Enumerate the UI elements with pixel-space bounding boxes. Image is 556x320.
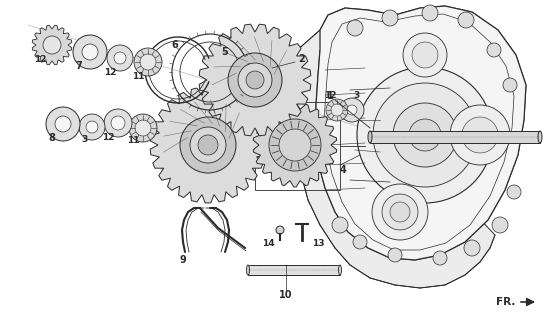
Circle shape [140, 54, 156, 70]
Circle shape [107, 45, 133, 71]
Polygon shape [150, 87, 266, 203]
Text: FR.: FR. [495, 297, 515, 307]
Ellipse shape [368, 131, 372, 143]
Circle shape [180, 117, 236, 173]
Circle shape [458, 12, 474, 28]
Circle shape [503, 78, 517, 92]
Circle shape [433, 251, 447, 265]
Circle shape [238, 63, 272, 97]
Circle shape [331, 104, 343, 116]
Text: 7: 7 [76, 61, 82, 71]
Polygon shape [254, 103, 337, 187]
Polygon shape [199, 24, 311, 136]
Circle shape [382, 194, 418, 230]
Ellipse shape [246, 265, 250, 275]
Circle shape [412, 42, 438, 68]
Circle shape [276, 226, 284, 234]
Text: 6: 6 [172, 40, 178, 50]
Circle shape [340, 98, 364, 122]
Circle shape [353, 235, 367, 249]
Circle shape [111, 116, 125, 130]
Circle shape [390, 202, 410, 222]
Circle shape [347, 105, 357, 115]
Polygon shape [32, 25, 72, 65]
Ellipse shape [538, 131, 542, 143]
Circle shape [190, 127, 226, 163]
Circle shape [73, 35, 107, 69]
Text: 11: 11 [127, 135, 139, 145]
Text: 5: 5 [222, 47, 229, 57]
Text: 12: 12 [34, 54, 46, 63]
Circle shape [228, 53, 282, 107]
Circle shape [487, 43, 501, 57]
Circle shape [462, 117, 498, 153]
Text: 10: 10 [279, 290, 293, 300]
Circle shape [135, 120, 151, 136]
Circle shape [326, 99, 348, 121]
Circle shape [403, 33, 447, 77]
Circle shape [492, 217, 508, 233]
Text: 9: 9 [180, 255, 186, 265]
Circle shape [388, 248, 402, 262]
Circle shape [79, 114, 105, 140]
Circle shape [332, 217, 348, 233]
Text: 12: 12 [324, 91, 336, 100]
Circle shape [409, 119, 441, 151]
Circle shape [373, 83, 477, 187]
Circle shape [372, 184, 428, 240]
Circle shape [114, 52, 126, 64]
Circle shape [104, 109, 132, 137]
Ellipse shape [339, 265, 341, 275]
Circle shape [357, 67, 493, 203]
Circle shape [507, 185, 521, 199]
Text: 12: 12 [104, 68, 116, 76]
Text: 14: 14 [262, 239, 274, 249]
Text: 2: 2 [299, 54, 305, 64]
Circle shape [46, 107, 80, 141]
Circle shape [129, 114, 157, 142]
Text: 12: 12 [102, 132, 114, 141]
Text: 3: 3 [354, 91, 360, 100]
Circle shape [279, 129, 311, 161]
Circle shape [198, 135, 218, 155]
Circle shape [55, 116, 71, 132]
Bar [248, 265, 340, 275]
Circle shape [86, 121, 98, 133]
Circle shape [450, 105, 510, 165]
Circle shape [464, 240, 480, 256]
Circle shape [347, 20, 363, 36]
Text: 8: 8 [48, 133, 56, 143]
Circle shape [382, 10, 398, 26]
Text: 13: 13 [312, 239, 325, 249]
Text: 4: 4 [340, 165, 346, 175]
Text: 1: 1 [326, 91, 334, 101]
Circle shape [134, 48, 162, 76]
Circle shape [269, 119, 321, 171]
Circle shape [393, 103, 457, 167]
Polygon shape [316, 6, 526, 260]
Text: 3: 3 [81, 134, 87, 143]
Circle shape [422, 5, 438, 21]
Polygon shape [290, 6, 526, 288]
Text: 11: 11 [132, 71, 144, 81]
Circle shape [43, 36, 61, 54]
Bar [370, 131, 540, 143]
Circle shape [246, 71, 264, 89]
Circle shape [82, 44, 98, 60]
